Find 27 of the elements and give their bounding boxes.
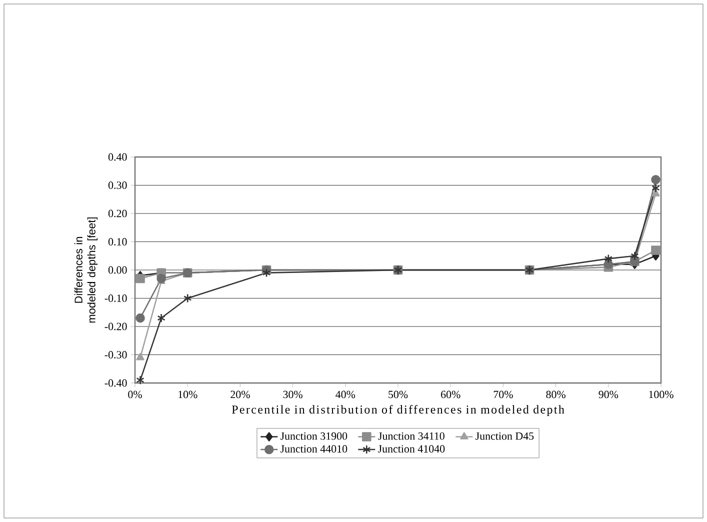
y-tick-label: -0.20 bbox=[104, 322, 127, 330]
x-tick-label: 30% bbox=[283, 390, 302, 398]
x-tick-label: 50% bbox=[388, 390, 408, 398]
y-tick-label: -0.10 bbox=[104, 294, 127, 302]
x-tick-label: 90% bbox=[598, 390, 618, 398]
y-tick-label: -0.40 bbox=[104, 379, 127, 387]
x-tick-label: 80% bbox=[546, 390, 566, 398]
y-tick-label: -0.30 bbox=[104, 351, 127, 358]
y-axis-title: Differences in modeled depths [feet] bbox=[74, 217, 98, 323]
x-tick-label: 60% bbox=[441, 390, 460, 398]
y-tick-label: 0.30 bbox=[108, 182, 127, 189]
x-tick-label: 70% bbox=[494, 390, 513, 398]
y-tick-label: 0.20 bbox=[108, 210, 127, 218]
x-tick-label: 100% bbox=[649, 390, 674, 398]
legend-label: Junction 41040 bbox=[378, 445, 445, 453]
x-tick-label: 20% bbox=[230, 390, 250, 398]
legend-label: Junction D45 bbox=[476, 432, 534, 440]
legend-label: Junction 44010 bbox=[280, 445, 348, 453]
legend-label: Junction 34110 bbox=[378, 432, 444, 440]
x-tick-label: 10% bbox=[178, 390, 198, 398]
y-tick-label: 0.40 bbox=[108, 153, 127, 161]
legend-label: Junction 31900 bbox=[280, 432, 348, 440]
x-tick-label: 0% bbox=[128, 390, 142, 398]
x-axis-title: Percentile in distribution of differences in modeled depth bbox=[232, 405, 564, 416]
x-tick-label: 40% bbox=[336, 390, 356, 398]
y-tick-label: 0.10 bbox=[108, 238, 127, 246]
y-tick-label: 0.00 bbox=[108, 266, 127, 274]
